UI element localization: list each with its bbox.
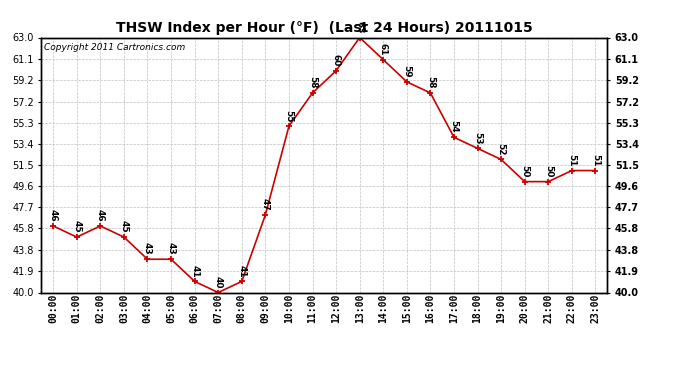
Text: 51: 51 — [591, 154, 600, 166]
Text: 58: 58 — [308, 76, 317, 89]
Text: 40: 40 — [214, 276, 223, 288]
Text: 58: 58 — [426, 76, 435, 89]
Text: 46: 46 — [49, 209, 58, 222]
Text: 41: 41 — [237, 265, 246, 277]
Text: 46: 46 — [96, 209, 105, 222]
Text: 63: 63 — [355, 21, 364, 33]
Text: 55: 55 — [284, 110, 293, 122]
Text: 50: 50 — [544, 165, 553, 177]
Text: 50: 50 — [520, 165, 529, 177]
Text: 45: 45 — [119, 220, 128, 233]
Text: 43: 43 — [143, 243, 152, 255]
Text: Copyright 2011 Cartronics.com: Copyright 2011 Cartronics.com — [44, 43, 186, 52]
Text: 47: 47 — [261, 198, 270, 211]
Text: 52: 52 — [497, 143, 506, 155]
Text: 43: 43 — [166, 243, 175, 255]
Text: 61: 61 — [379, 43, 388, 55]
Text: 41: 41 — [190, 265, 199, 277]
Text: 60: 60 — [332, 54, 341, 67]
Text: 45: 45 — [72, 220, 81, 233]
Text: 59: 59 — [402, 65, 411, 78]
Text: 54: 54 — [449, 120, 458, 133]
Title: THSW Index per Hour (°F)  (Last 24 Hours) 20111015: THSW Index per Hour (°F) (Last 24 Hours)… — [116, 21, 533, 35]
Text: 53: 53 — [473, 132, 482, 144]
Text: 51: 51 — [567, 154, 576, 166]
